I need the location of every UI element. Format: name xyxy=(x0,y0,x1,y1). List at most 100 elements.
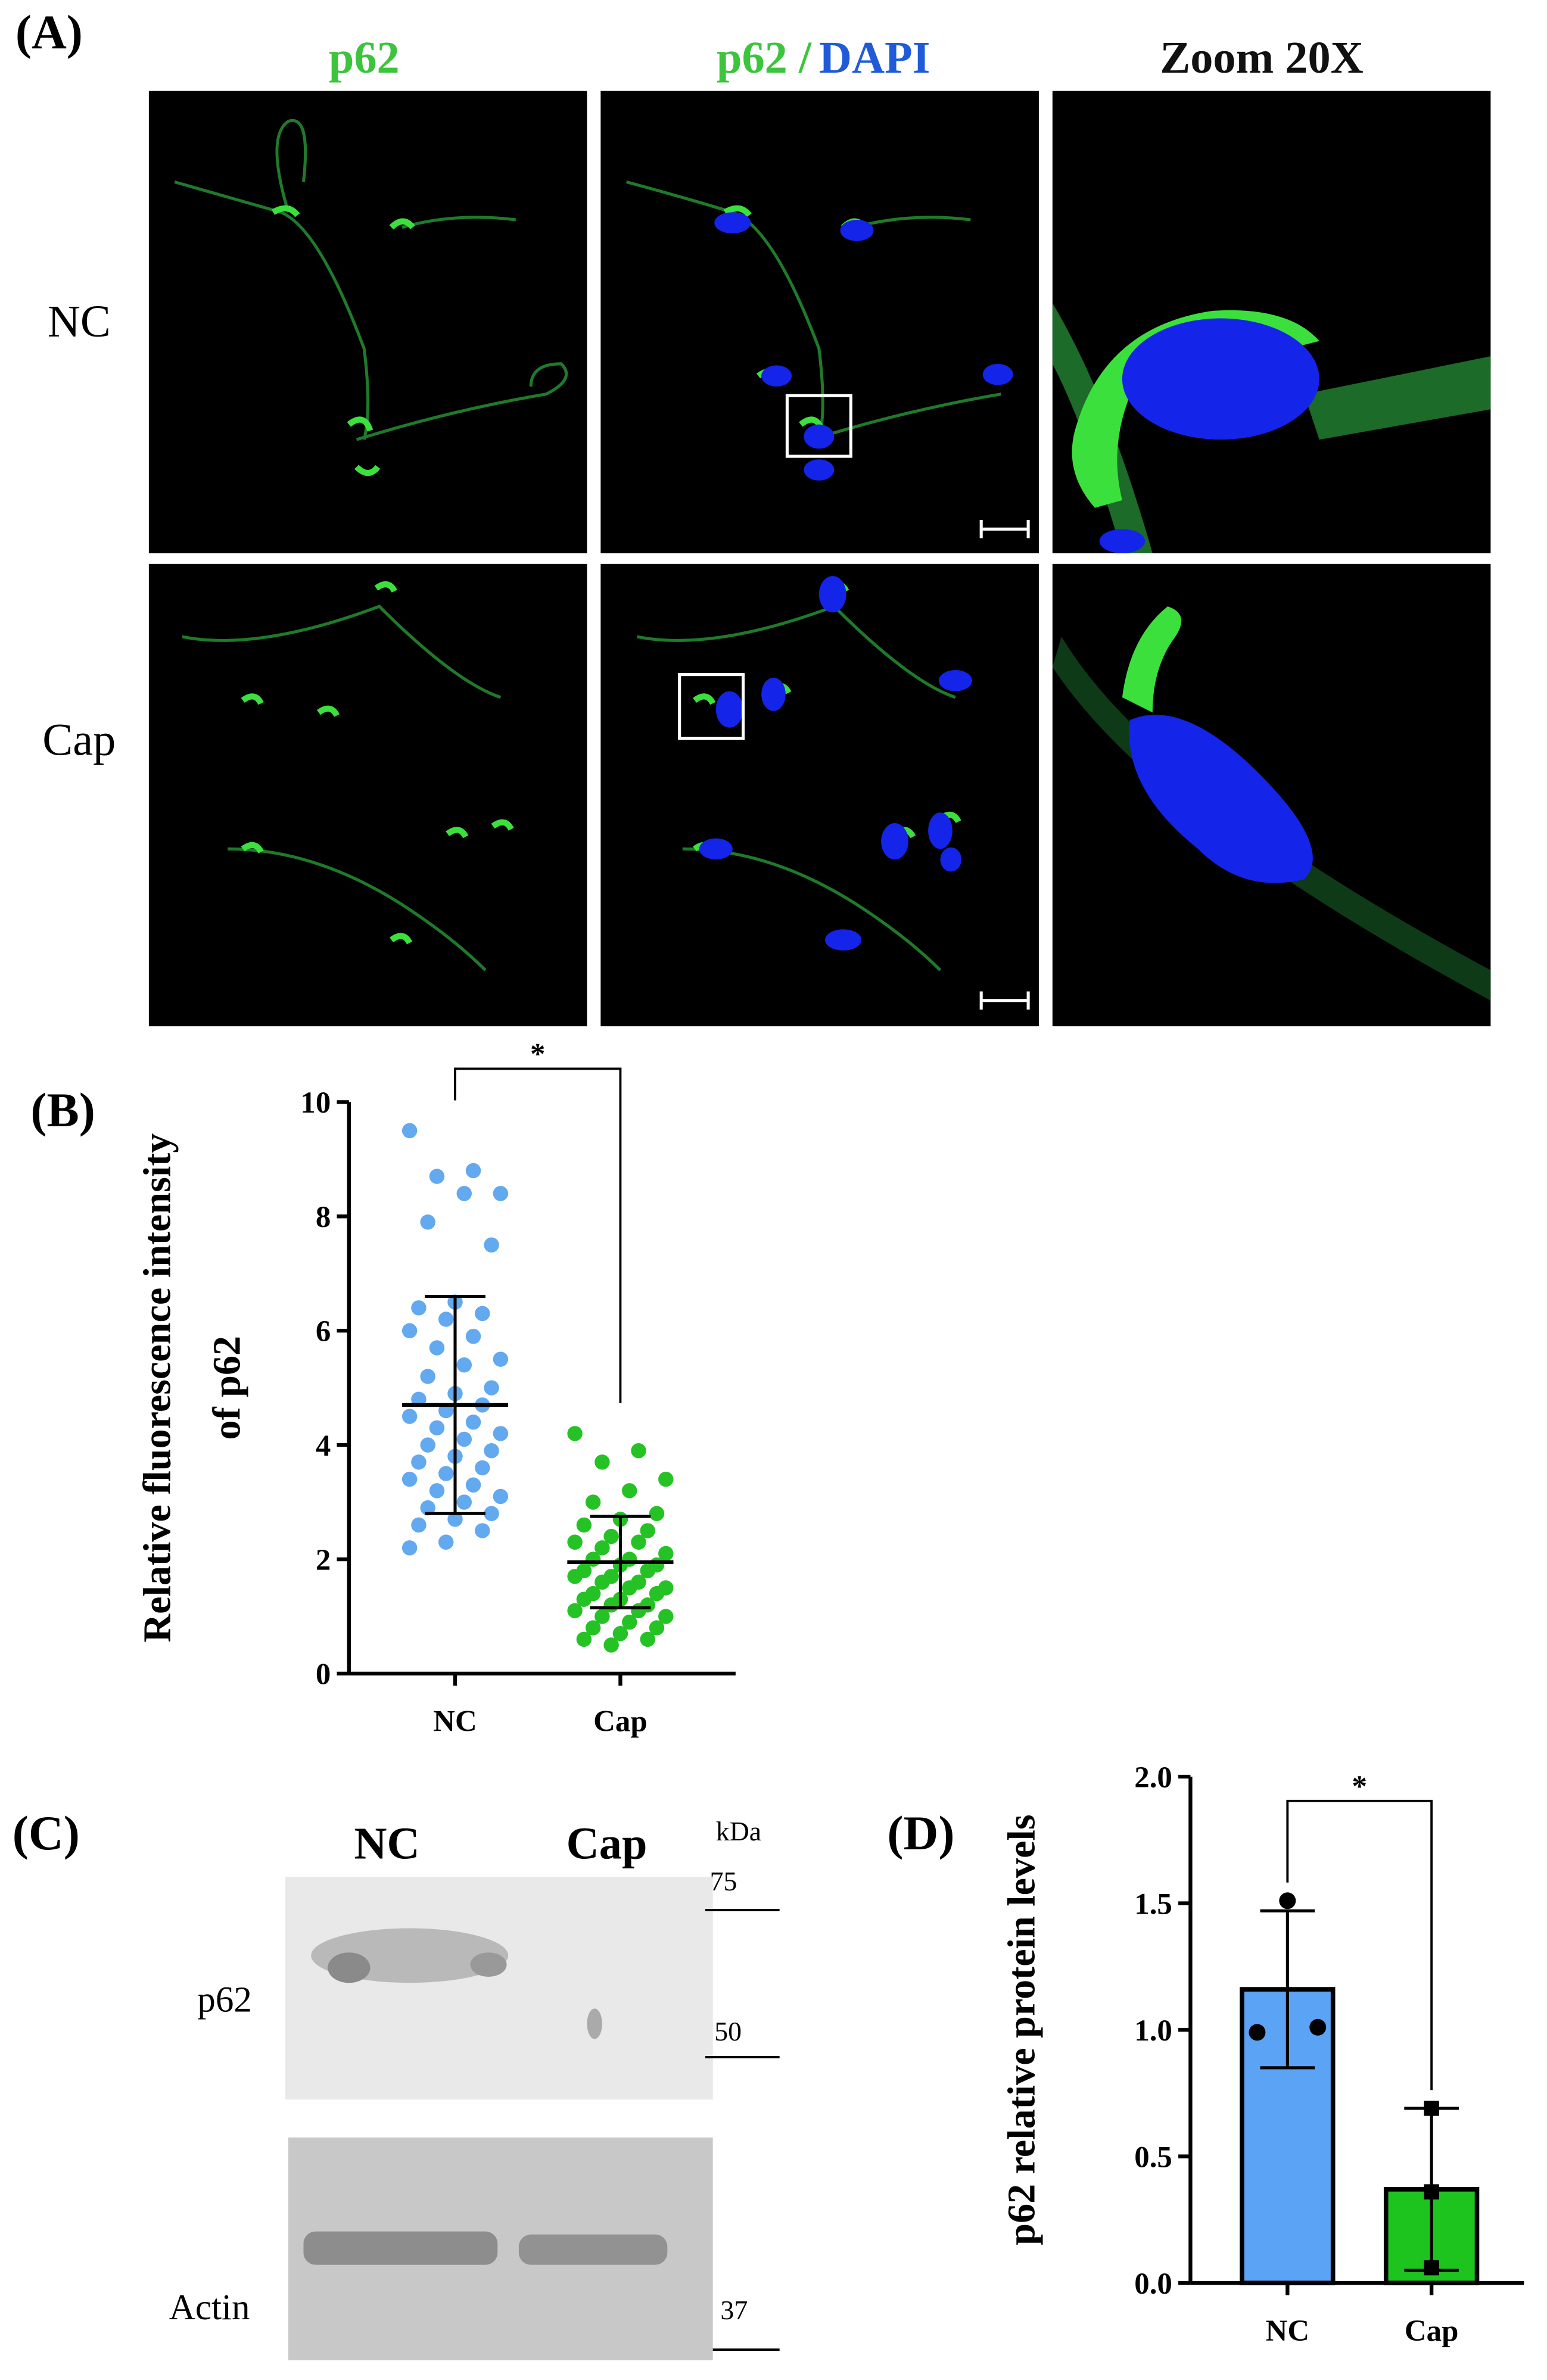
data-point xyxy=(493,1186,509,1201)
data-point xyxy=(475,1523,490,1538)
y-tick-label: 1.5 xyxy=(1134,1887,1172,1921)
data-point xyxy=(640,1631,655,1647)
data-point xyxy=(438,1534,454,1550)
data-point xyxy=(411,1300,427,1316)
data-point xyxy=(401,1471,418,1487)
data-point xyxy=(594,1540,610,1556)
scale-bar xyxy=(979,520,1030,1010)
y-tick-label: 0.0 xyxy=(1134,2267,1172,2301)
data-point xyxy=(621,1483,637,1499)
marker-label: 75 xyxy=(710,1866,737,1896)
band-label: p62 xyxy=(197,1980,252,2020)
zoom-signal xyxy=(1122,606,1182,713)
data-point xyxy=(484,1506,499,1521)
data-point xyxy=(649,1585,665,1602)
blot-band xyxy=(470,1952,507,1977)
data-point xyxy=(429,1340,445,1356)
data-point xyxy=(594,1574,610,1590)
error-bar xyxy=(590,1515,651,1610)
column-header: DAPI xyxy=(819,32,930,83)
micrograph-grid xyxy=(148,91,1491,1027)
data-point xyxy=(456,1357,472,1373)
data-point xyxy=(621,1614,637,1630)
lane-label: NC xyxy=(354,1818,419,1868)
data-point xyxy=(493,1426,509,1441)
data-point xyxy=(567,1569,583,1584)
blot-spot xyxy=(587,2008,602,2039)
data-point xyxy=(658,1546,674,1562)
data-point xyxy=(475,1460,490,1476)
data-point xyxy=(465,1163,481,1179)
data-point xyxy=(631,1534,646,1550)
data-point xyxy=(658,1471,674,1487)
data-point xyxy=(475,1306,490,1322)
column-header: p62 xyxy=(329,32,400,83)
micrograph xyxy=(600,91,1039,554)
data-point xyxy=(567,1603,583,1619)
micrograph xyxy=(600,563,1039,1027)
data-point xyxy=(438,1403,454,1419)
data-point xyxy=(429,1169,445,1184)
zoom-nucleus xyxy=(1129,715,1313,883)
zoom-box xyxy=(785,394,852,458)
micrograph xyxy=(148,91,587,554)
data-point xyxy=(484,1237,499,1253)
data-point xyxy=(484,1443,499,1459)
y-tick-label: 10 xyxy=(300,1086,331,1120)
zoom-box xyxy=(678,673,745,740)
data-point xyxy=(603,1637,619,1653)
error-bar xyxy=(1260,1909,1315,2070)
data-point xyxy=(585,1620,601,1636)
y-tick-label: 4 xyxy=(316,1429,331,1463)
data-point xyxy=(456,1431,472,1447)
y-tick-label: 8 xyxy=(316,1201,331,1234)
row-label: NC xyxy=(48,296,111,347)
data-point xyxy=(1279,1892,1296,1909)
x-tick-label: Cap xyxy=(1405,2314,1459,2348)
x-tick-label: NC xyxy=(433,1705,477,1739)
data-point xyxy=(631,1443,646,1459)
x-tick-label: NC xyxy=(1266,2314,1310,2348)
data-point xyxy=(447,1512,463,1527)
marker-label: 50 xyxy=(714,2016,742,2046)
data-point xyxy=(576,1631,592,1647)
data-point xyxy=(465,1477,481,1493)
data-point xyxy=(1424,2101,1439,2116)
zoom-tail xyxy=(1304,356,1491,440)
data-point xyxy=(576,1591,592,1607)
marker-line xyxy=(705,1909,780,2351)
data-point xyxy=(411,1517,427,1533)
data-point xyxy=(567,1534,583,1550)
zoom-nucleus xyxy=(1122,318,1319,440)
x-tick-label: Cap xyxy=(593,1705,648,1739)
data-point xyxy=(411,1391,427,1407)
data-point xyxy=(401,1123,418,1139)
y-axis-label: Relative fluorescence intensity xyxy=(136,1133,179,1643)
data-point xyxy=(429,1420,445,1436)
data-point xyxy=(640,1523,655,1538)
data-point xyxy=(420,1437,435,1453)
data-point xyxy=(411,1454,427,1470)
western-blot xyxy=(285,1876,780,2360)
zoom-nucleus xyxy=(1099,529,1146,554)
data-point xyxy=(649,1506,665,1521)
data-point xyxy=(658,1609,674,1624)
y-tick-label: 6 xyxy=(316,1315,331,1348)
blot-image xyxy=(285,1876,713,2100)
y-axis-label: of p62 xyxy=(206,1336,249,1440)
micrograph xyxy=(148,563,587,1027)
zoom-tail xyxy=(1052,636,1491,1001)
band-label: Actin xyxy=(169,2288,250,2328)
panel-label: (A) xyxy=(15,5,83,59)
data-point xyxy=(401,1409,418,1424)
data-point xyxy=(456,1186,472,1201)
panel-label: (D) xyxy=(887,1806,954,1860)
significance-bracket xyxy=(454,1067,622,1404)
panel-label: (B) xyxy=(30,1083,95,1137)
blot-band xyxy=(303,2231,498,2265)
data-point xyxy=(438,1466,454,1481)
y-tick-label: 2 xyxy=(316,1544,331,1577)
row-label: Cap xyxy=(42,715,116,765)
data-point xyxy=(465,1329,481,1344)
